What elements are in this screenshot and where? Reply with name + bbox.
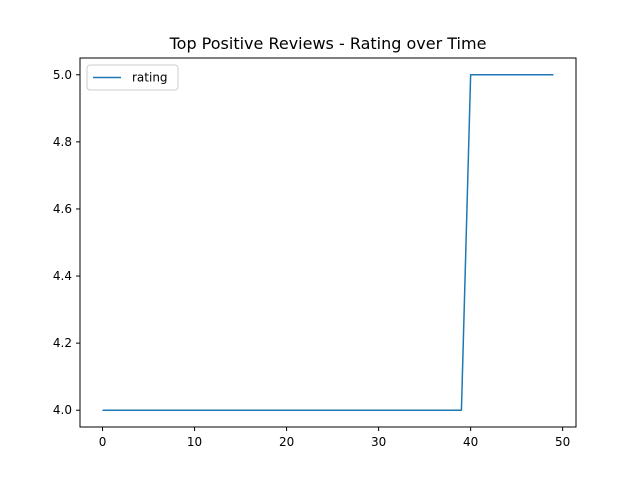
x-tick-label: 10	[187, 435, 202, 449]
y-tick-label: 5.0	[53, 68, 72, 82]
legend: rating	[86, 64, 179, 91]
y-tick-label: 4.8	[53, 135, 72, 149]
y-axis: 4.0 4.2 4.4 4.6 4.8 5.0	[53, 68, 80, 417]
x-tick-label: 40	[463, 435, 478, 449]
legend-box	[86, 64, 179, 91]
x-tick-label: 30	[371, 435, 386, 449]
y-tick-label: 4.0	[53, 403, 72, 417]
y-tick-label: 4.6	[53, 202, 72, 216]
plot-area-frame	[79, 57, 577, 428]
chart-title: Top Positive Reviews - Rating over Time	[169, 34, 487, 53]
plot-series	[102, 74, 554, 411]
y-tick-label: 4.4	[53, 269, 72, 283]
series-line-rating	[102, 74, 554, 411]
x-axis: 0 10 20 30 40 50	[99, 427, 570, 449]
x-tick-label: 0	[99, 435, 107, 449]
legend-label: rating	[132, 71, 168, 85]
x-tick-label: 50	[555, 435, 570, 449]
x-tick-label: 20	[279, 435, 294, 449]
y-tick-label: 4.2	[53, 336, 72, 350]
